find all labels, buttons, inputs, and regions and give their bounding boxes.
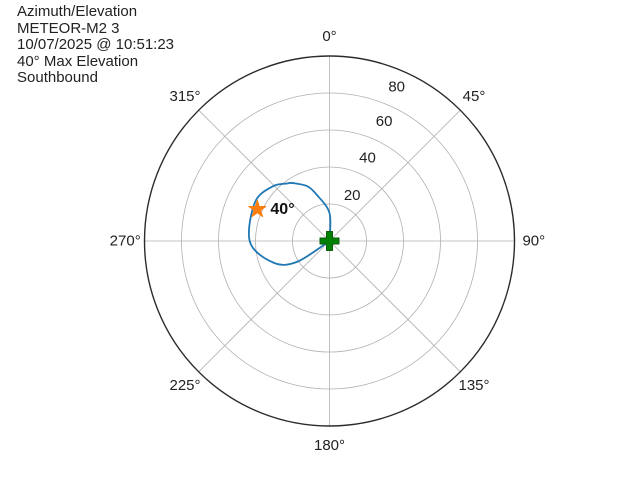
svg-text:40°: 40°	[270, 201, 294, 218]
svg-text:40: 40	[359, 149, 376, 166]
svg-text:270°: 270°	[110, 233, 141, 250]
svg-text:20: 20	[344, 187, 361, 204]
svg-text:225°: 225°	[169, 377, 200, 394]
svg-text:45°: 45°	[463, 88, 486, 105]
svg-text:80: 80	[388, 78, 405, 95]
svg-text:135°: 135°	[458, 377, 489, 394]
svg-text:60: 60	[376, 113, 393, 130]
svg-text:90°: 90°	[522, 233, 545, 250]
svg-text:180°: 180°	[314, 437, 345, 454]
svg-text:315°: 315°	[169, 88, 200, 105]
svg-text:0°: 0°	[322, 28, 336, 45]
